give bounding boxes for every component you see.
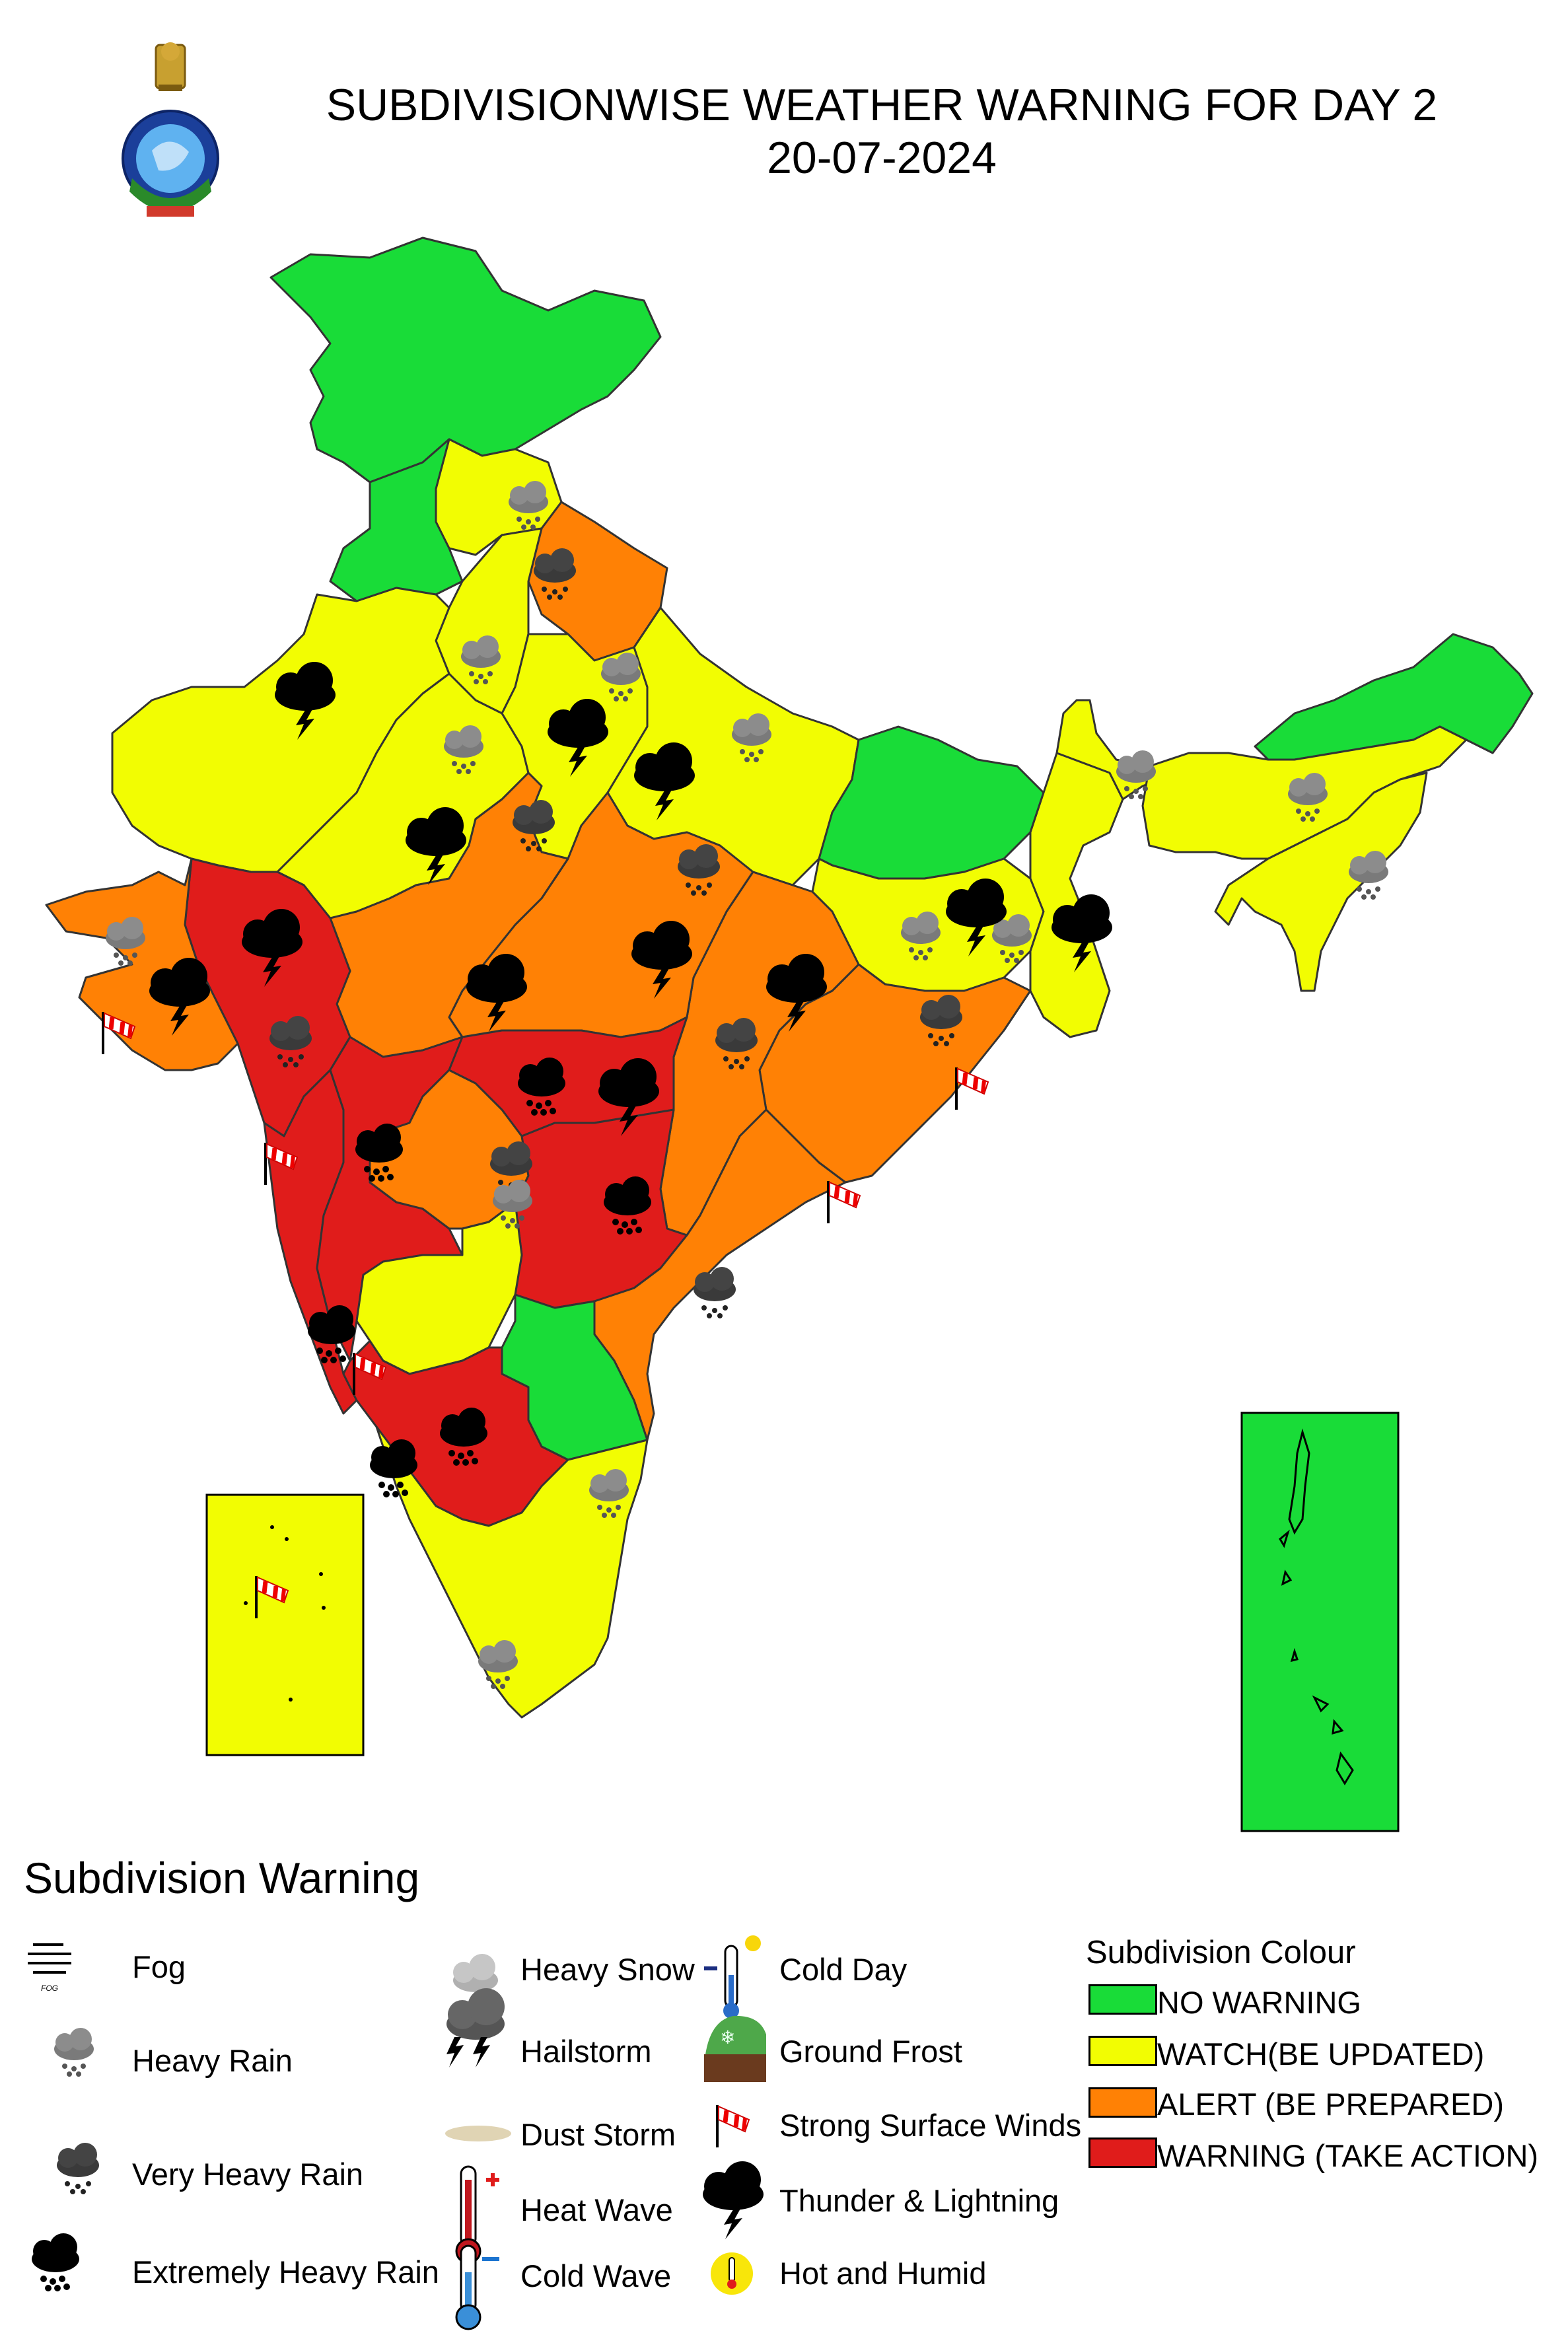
map-date: 20-07-2024 [767, 133, 997, 183]
lakshadweep-box [205, 1493, 365, 1756]
region-punjab [329, 438, 464, 602]
legend-heading: Subdivision Warning [24, 1853, 420, 1902]
very-heavy-rain-icon [694, 1267, 736, 1318]
legend-label-cold-wave: Cold Wave [520, 2258, 672, 2293]
swatch-watch [1088, 2036, 1157, 2066]
strong-surface-winds-icon [828, 1181, 860, 1223]
cold-day-icon [704, 1935, 761, 2019]
svg-text:FOG: FOG [41, 1984, 58, 1993]
swatch-no-warning [1088, 1984, 1157, 2015]
lakshadweep-islands [244, 1525, 326, 1702]
legend-label-heat-wave: Heat Wave [520, 2192, 673, 2227]
cold-wave-icon [455, 2245, 499, 2330]
legend-label-hailstorm: Hailstorm [520, 2034, 652, 2069]
legend-label-cold-day: Cold Day [779, 1952, 908, 1987]
heavy-rain-icon [54, 2028, 94, 2077]
extremely-heavy-rain-icon [32, 2233, 79, 2291]
fog-icon [28, 1943, 71, 1974]
colour-label-alert: ALERT (BE PREPARED) [1157, 2087, 1504, 2122]
region-jammu-kashmir-ladakh [269, 236, 662, 484]
region-saurashtra-kutch [45, 857, 239, 1071]
region-nagaland-manipur-mizoram-tripura [1214, 772, 1428, 992]
dust-storm-icon [445, 2126, 511, 2141]
colour-label-warning: WARNING (TAKE ACTION) [1157, 2138, 1539, 2173]
legend-label-dust-storm: Dust Storm [520, 2117, 676, 2152]
hailstorm-icon [446, 1988, 505, 2067]
colour-legend-heading: Subdivision Colour [1086, 1935, 1356, 1970]
swatch-warning [1088, 2137, 1157, 2168]
very-heavy-rain-icon [57, 2143, 99, 2194]
ground-frost-icon: ❄ [704, 2015, 766, 2082]
region-tamil-nadu-kerala [375, 1425, 649, 1719]
legend-icons: FOG [28, 1935, 766, 2330]
legend-label-heavy-snow: Heavy Snow [520, 1952, 695, 1987]
swatch-alert [1088, 2087, 1157, 2118]
legend-label-very-heavy-rain: Very Heavy Rain [132, 2157, 364, 2192]
svg-text:❄: ❄ [720, 2027, 735, 2048]
heavy-snow-icon [453, 1954, 498, 1992]
legend-label-strong-surface-winds: Strong Surface Winds [779, 2108, 1082, 2143]
strong-surface-winds-icon [717, 2105, 749, 2147]
legend-label-thunder-lightning: Thunder & Lightning [779, 2183, 1059, 2218]
thunder-lightning-icon [703, 2161, 764, 2239]
region-arunachal-pradesh [1254, 633, 1534, 761]
legend-label-extremely-heavy-rain: Extremely Heavy Rain [132, 2254, 439, 2289]
hot-humid-icon [711, 2252, 753, 2295]
legend-label-ground-frost: Ground Frost [779, 2034, 962, 2069]
strong-surface-winds-icon [956, 1067, 988, 1110]
andaman-nicobar-box [1240, 1412, 1400, 1832]
imd-emblem-icon [122, 42, 219, 217]
legend-label-fog: Fog [132, 1949, 186, 1984]
map-title: SUBDIVISIONWISE WEATHER WARNING FOR DAY … [326, 80, 1438, 130]
colour-label-no-warning: NO WARNING [1157, 1985, 1361, 2020]
colour-label-watch: WATCH(BE UPDATED) [1157, 2036, 1485, 2071]
legend-label-hot-humid: Hot and Humid [779, 2256, 987, 2291]
andaman-nicobar-islands [1279, 1428, 1354, 1785]
legend-label-heavy-rain: Heavy Rain [132, 2043, 293, 2078]
